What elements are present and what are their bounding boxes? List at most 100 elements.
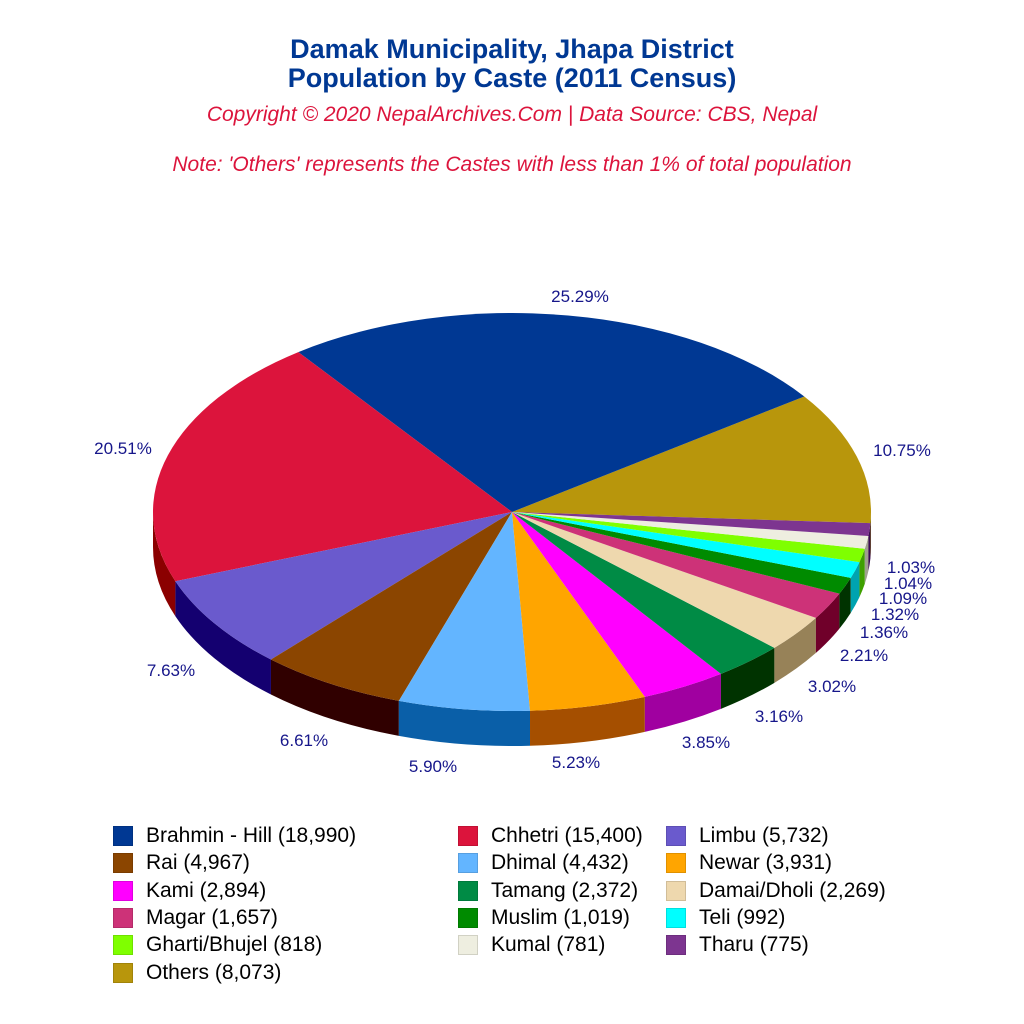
legend-label: Teli (992): [699, 905, 786, 929]
legend-item[interactable]: Kami (2,894): [113, 879, 266, 903]
note-subtitle: Note: 'Others' represents the Castes wit…: [172, 153, 852, 176]
pie-slice-side: [644, 673, 721, 732]
legend-label: Chhetri (15,400): [491, 824, 643, 847]
legend-item[interactable]: Teli (992): [666, 906, 785, 930]
legend-label: Newar (3,931): [699, 851, 833, 875]
pie-slice-chhetri[interactable]: [152, 352, 512, 582]
pie-slice-side: [270, 659, 399, 736]
pie-percentage-label: 3.02%: [808, 677, 856, 696]
pie-slice-brahmin-hill[interactable]: [298, 313, 805, 512]
legend-label: Kumal (781): [491, 933, 606, 957]
copyright-subtitle: Copyright © 2020 NepalArchives.Com | Dat…: [206, 103, 818, 126]
legend-swatch: [458, 826, 478, 846]
legend-item[interactable]: Damai/Dholi (2,269): [666, 879, 886, 903]
pie-slice-gharti-bhujel[interactable]: [512, 512, 865, 563]
pie-side-faces: [153, 512, 871, 746]
legend-swatch: [113, 935, 133, 956]
legend-item[interactable]: Rai (4,967): [113, 851, 250, 875]
pie-top-faces: [152, 313, 872, 711]
legend-item[interactable]: Kumal (781): [458, 933, 605, 957]
legend-swatch: [666, 907, 686, 928]
pie-slice-side: [153, 512, 176, 617]
pie-slice-limbu[interactable]: [175, 512, 512, 660]
pie-slice-side: [720, 647, 775, 709]
pie-percentage-label: 2.21%: [840, 646, 888, 665]
pie-slice-side: [815, 593, 840, 653]
legend-item[interactable]: Limbu (5,732): [666, 824, 829, 848]
pie-slice-rai[interactable]: [270, 512, 512, 701]
legend-item[interactable]: Brahmin - Hill (18,990): [113, 824, 356, 848]
pie-slice-others[interactable]: [512, 396, 872, 524]
pie-slice-tamang[interactable]: [512, 512, 775, 674]
pie-slice-side: [870, 512, 871, 559]
legend-item[interactable]: Tamang (2,372): [458, 879, 638, 903]
legend-swatch: [113, 907, 133, 928]
legend-swatch: [666, 853, 686, 874]
legend-swatch: [458, 853, 478, 874]
pie-percentage-label: 1.09%: [879, 589, 927, 608]
legend-item[interactable]: Others (8,073): [113, 961, 281, 985]
legend-label: Tharu (775): [699, 933, 809, 957]
pie-slice-kami[interactable]: [512, 512, 721, 697]
pie-slice-magar[interactable]: [512, 512, 840, 618]
legend-item[interactable]: Dhimal (4,432): [458, 851, 629, 875]
pie-percentage-label: 3.85%: [682, 733, 730, 752]
legend-swatch: [458, 907, 478, 928]
legend-label: Damai/Dholi (2,269): [699, 878, 886, 902]
legend-swatch: [458, 880, 478, 901]
pie-percentage-label: 1.03%: [887, 558, 935, 577]
legend-item[interactable]: Gharti/Bhujel (818): [113, 933, 322, 957]
chart-title-line1: Damak Municipality, Jhapa District: [290, 34, 734, 64]
legend-swatch: [458, 935, 478, 956]
legend-item[interactable]: Muslim (1,019): [458, 906, 630, 930]
pie-slice-tharu[interactable]: [512, 512, 871, 536]
pie-percentage-label: 1.04%: [884, 574, 932, 593]
legend-item[interactable]: Newar (3,931): [666, 851, 832, 875]
legend-label: Magar (1,657): [146, 905, 278, 929]
legend-swatch: [666, 935, 686, 956]
pie-slice-side: [175, 581, 271, 695]
legend-swatch: [113, 880, 133, 901]
pie-percentage-label: 10.75%: [873, 441, 931, 460]
legend-item[interactable]: Magar (1,657): [113, 906, 278, 930]
pie-percentage-label: 6.61%: [280, 731, 328, 750]
pie-slice-newar[interactable]: [512, 512, 645, 711]
legend-label: Rai (4,967): [146, 851, 250, 875]
legend-label: Kami (2,894): [146, 878, 267, 902]
pie-slice-side: [530, 696, 645, 746]
pie-slice-side: [859, 548, 865, 598]
legend-label: Gharti/Bhujel (818): [146, 933, 323, 957]
pie-slice-side: [864, 535, 869, 584]
pie-slice-kumal[interactable]: [512, 512, 869, 549]
pie-percentage-label: 1.32%: [871, 605, 919, 624]
legend-label: Dhimal (4,432): [491, 851, 629, 875]
legend-label: Tamang (2,372): [491, 878, 639, 902]
pie-percentage-label: 5.90%: [409, 757, 457, 776]
pie-slice-teli[interactable]: [512, 512, 860, 578]
pie-slice-muslim[interactable]: [512, 512, 851, 594]
legend-item[interactable]: Tharu (775): [666, 933, 809, 957]
legend-label: Brahmin - Hill (18,990): [146, 824, 357, 847]
pie-slice-side: [850, 562, 860, 613]
pie-slice-side: [868, 523, 871, 571]
legend-label: Others (8,073): [146, 960, 282, 984]
pie-slice-damai-dholi[interactable]: [512, 512, 816, 648]
pie-slice-side: [839, 577, 851, 629]
legend-label: Muslim (1,019): [491, 905, 630, 929]
legend-swatch: [666, 826, 686, 846]
pie-percentage-label: 25.29%: [551, 287, 609, 306]
legend-label: Limbu (5,732): [699, 824, 829, 847]
pie-slice-dhimal[interactable]: [398, 512, 531, 711]
pie-slice-side: [774, 617, 816, 683]
pie-percentage-label: 5.23%: [552, 753, 600, 772]
pie-percentage-label: 3.16%: [755, 707, 803, 726]
legend-item[interactable]: Chhetri (15,400): [458, 824, 643, 848]
chart-title-line2: Population by Caste (2011 Census): [287, 63, 737, 93]
pie-slice-side: [398, 700, 531, 746]
pie-percentage-label: 1.36%: [860, 623, 908, 642]
pie-percentage-labels: 25.29% 20.51% 7.63% 6.61% 5.90% 5.23% 3.85% 3.1…: [94, 287, 935, 776]
legend-swatch: [113, 962, 133, 983]
legend-swatch: [113, 853, 133, 874]
legend-swatch: [113, 826, 133, 846]
